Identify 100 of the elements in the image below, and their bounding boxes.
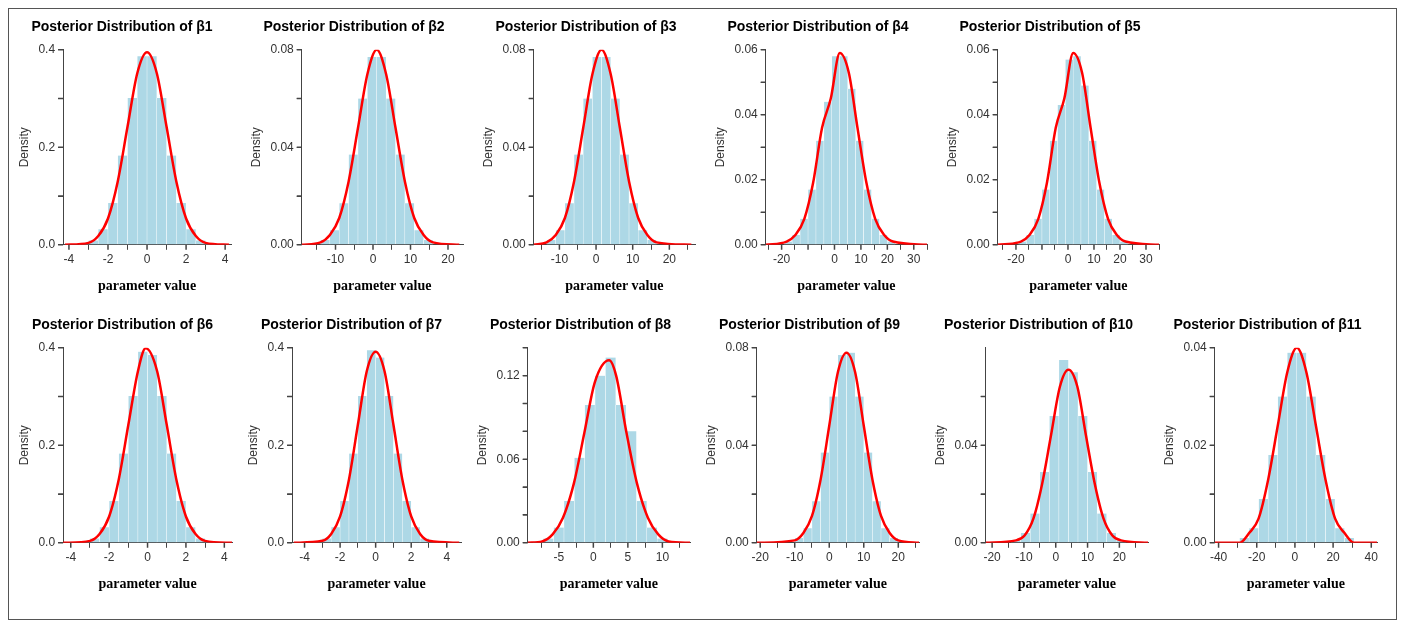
y-tick-label: 0.04	[725, 437, 750, 452]
y-axis-title: Density	[248, 127, 263, 168]
y-tick-label: 0.06	[966, 42, 991, 57]
y-tick-label: 0.00	[496, 535, 521, 550]
y-axis-title: Density	[474, 425, 489, 466]
y-axis-title: Density	[245, 425, 260, 466]
x-tick-label: 0	[372, 550, 380, 565]
x-tick-label: 0	[592, 252, 600, 267]
y-tick-label: 0.04	[734, 107, 759, 122]
x-tick-label: 0	[1052, 550, 1060, 565]
x-tick-label: 10	[1080, 550, 1095, 565]
y-tick-label: 0.04	[1183, 340, 1208, 355]
x-tick-label: 20	[880, 252, 895, 267]
y-tick-label: 0.08	[270, 42, 295, 57]
x-tick-label: 10	[1087, 252, 1101, 267]
x-tick-label: 20	[1112, 550, 1127, 565]
y-tick-label: 0.4	[38, 340, 56, 355]
y-axis-title: Density	[703, 425, 718, 466]
x-tick-label: -20	[1007, 252, 1025, 267]
x-tick-label: 20	[1326, 550, 1341, 565]
y-tick-label: 0.08	[502, 42, 527, 57]
x-tick-label: -20	[751, 550, 770, 565]
x-axis-title: parameter value	[333, 278, 432, 294]
y-axis-title: Density	[16, 425, 31, 466]
x-tick-label: -4	[63, 252, 75, 267]
x-tick-label: 0	[825, 550, 833, 565]
x-axis-title: parameter value	[327, 576, 426, 592]
y-axis-title: Density	[1161, 425, 1176, 466]
x-tick-label: 10	[854, 252, 868, 267]
chart-title: Posterior Distribution of β6	[31, 316, 214, 333]
x-tick-label: -4	[65, 550, 77, 565]
y-tick-label: 0.4	[267, 340, 285, 355]
x-tick-label: 4	[443, 550, 451, 565]
x-tick-label: -2	[102, 252, 114, 267]
y-tick-label: 0.12	[496, 367, 521, 382]
x-tick-label: 0	[1064, 252, 1072, 267]
x-tick-label: -40	[1209, 550, 1228, 565]
chart-title: Posterior Distribution of β11	[1173, 316, 1362, 333]
x-tick-label: 40	[1364, 550, 1379, 565]
x-axis-title: parameter value	[559, 576, 658, 592]
y-tick-label: 0.00	[270, 237, 295, 252]
y-tick-label: 0.0	[38, 237, 56, 252]
y-tick-label: 0.0	[38, 535, 56, 550]
x-axis-title: parameter value	[797, 278, 896, 294]
x-tick-label: -2	[103, 550, 115, 565]
x-axis-title: parameter value	[565, 278, 664, 294]
chart-title: Posterior Distribution of β7	[260, 316, 443, 333]
chart-title: Posterior Distribution of β9	[718, 316, 901, 333]
x-tick-label: 20	[1113, 252, 1127, 267]
y-tick-label: 0.08	[725, 340, 750, 355]
y-tick-label: 0.2	[38, 437, 56, 452]
x-tick-label: 10	[626, 252, 640, 267]
y-tick-label: 0.02	[1183, 437, 1208, 452]
y-tick-label: 0.4	[38, 42, 56, 57]
y-axis-title: Density	[712, 127, 727, 168]
y-axis-title: Density	[480, 127, 495, 168]
chart-title: Posterior Distribution of β1	[31, 18, 213, 35]
x-axis-title: parameter value	[98, 576, 197, 592]
x-tick-label: 2	[182, 252, 190, 267]
y-tick-label: 0.2	[38, 139, 56, 154]
x-tick-label: -20	[983, 550, 1002, 565]
chart-title: Posterior Distribution of β3	[495, 18, 677, 35]
x-tick-label: -2	[334, 550, 346, 565]
x-tick-label: 20	[441, 252, 455, 267]
y-axis-title: Density	[932, 425, 947, 466]
y-tick-label: 0.04	[270, 139, 295, 154]
y-tick-label: 0.2	[267, 437, 285, 452]
x-tick-label: -20	[772, 252, 791, 267]
y-tick-label: 0.00	[966, 237, 991, 252]
chart-title: Posterior Distribution of β2	[263, 18, 445, 35]
chart-title: Posterior Distribution of β4	[727, 18, 909, 35]
y-tick-label: 0.00	[725, 535, 750, 550]
x-tick-label: 30	[1139, 252, 1153, 267]
y-axis-title: Density	[16, 127, 31, 168]
x-tick-label: 30	[907, 252, 921, 267]
x-tick-label: -5	[553, 550, 565, 565]
x-tick-label: 0	[144, 550, 152, 565]
x-tick-label: -20	[1248, 550, 1266, 565]
x-tick-label: 5	[624, 550, 632, 565]
x-axis-title: parameter value	[1017, 576, 1116, 592]
x-tick-label: 0	[831, 252, 839, 267]
x-tick-label: -10	[326, 252, 345, 267]
y-tick-label: 0.00	[954, 535, 979, 550]
x-tick-label: -10	[786, 550, 804, 565]
x-tick-label: 4	[221, 252, 229, 267]
chart-title: Posterior Distribution of β8	[489, 316, 672, 333]
y-tick-label: 0.00	[502, 237, 527, 252]
x-tick-label: -10	[550, 252, 569, 267]
x-tick-label: 0	[369, 252, 377, 267]
y-tick-label: 0.06	[734, 42, 759, 57]
x-tick-label: 0	[1291, 550, 1299, 565]
x-tick-label: 4	[220, 550, 228, 565]
x-tick-label: 10	[857, 550, 871, 565]
x-tick-label: 2	[182, 550, 190, 565]
y-tick-label: 0.00	[734, 237, 759, 252]
x-tick-label: 0	[143, 252, 151, 267]
x-tick-label: 20	[662, 252, 677, 267]
y-tick-label: 0.00	[1183, 535, 1208, 550]
x-tick-label: 0	[590, 550, 597, 565]
y-tick-label: 0.04	[954, 437, 979, 452]
